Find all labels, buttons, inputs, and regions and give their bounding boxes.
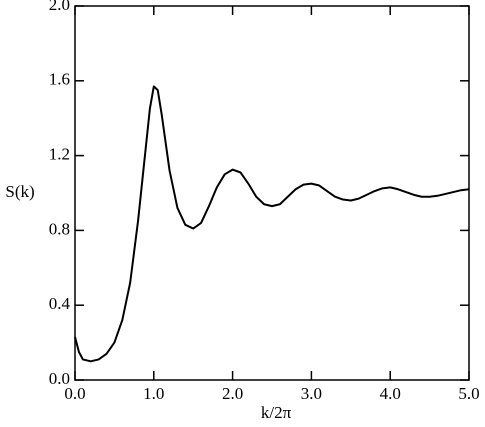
x-tick-label: 3.0	[301, 384, 322, 403]
x-tick-label: 2.0	[222, 384, 243, 403]
y-tick-label: 2.0	[49, 0, 70, 14]
y-tick-label: 0.0	[49, 369, 70, 388]
x-axis-label: k/2π	[261, 403, 292, 422]
x-tick-label: 0.0	[64, 384, 85, 403]
x-tick-label: 4.0	[380, 384, 401, 403]
y-tick-label: 0.4	[49, 294, 71, 313]
plot-frame	[74, 5, 470, 381]
y-axis-label: S(k)	[5, 182, 34, 201]
y-tick-label: 0.8	[49, 219, 70, 238]
y-tick-label: 1.2	[49, 145, 70, 164]
data-line	[74, 85, 470, 363]
x-tick-label: 1.0	[143, 384, 164, 403]
y-tick-label: 1.6	[49, 70, 70, 89]
x-tick-label: 5.0	[458, 384, 479, 403]
